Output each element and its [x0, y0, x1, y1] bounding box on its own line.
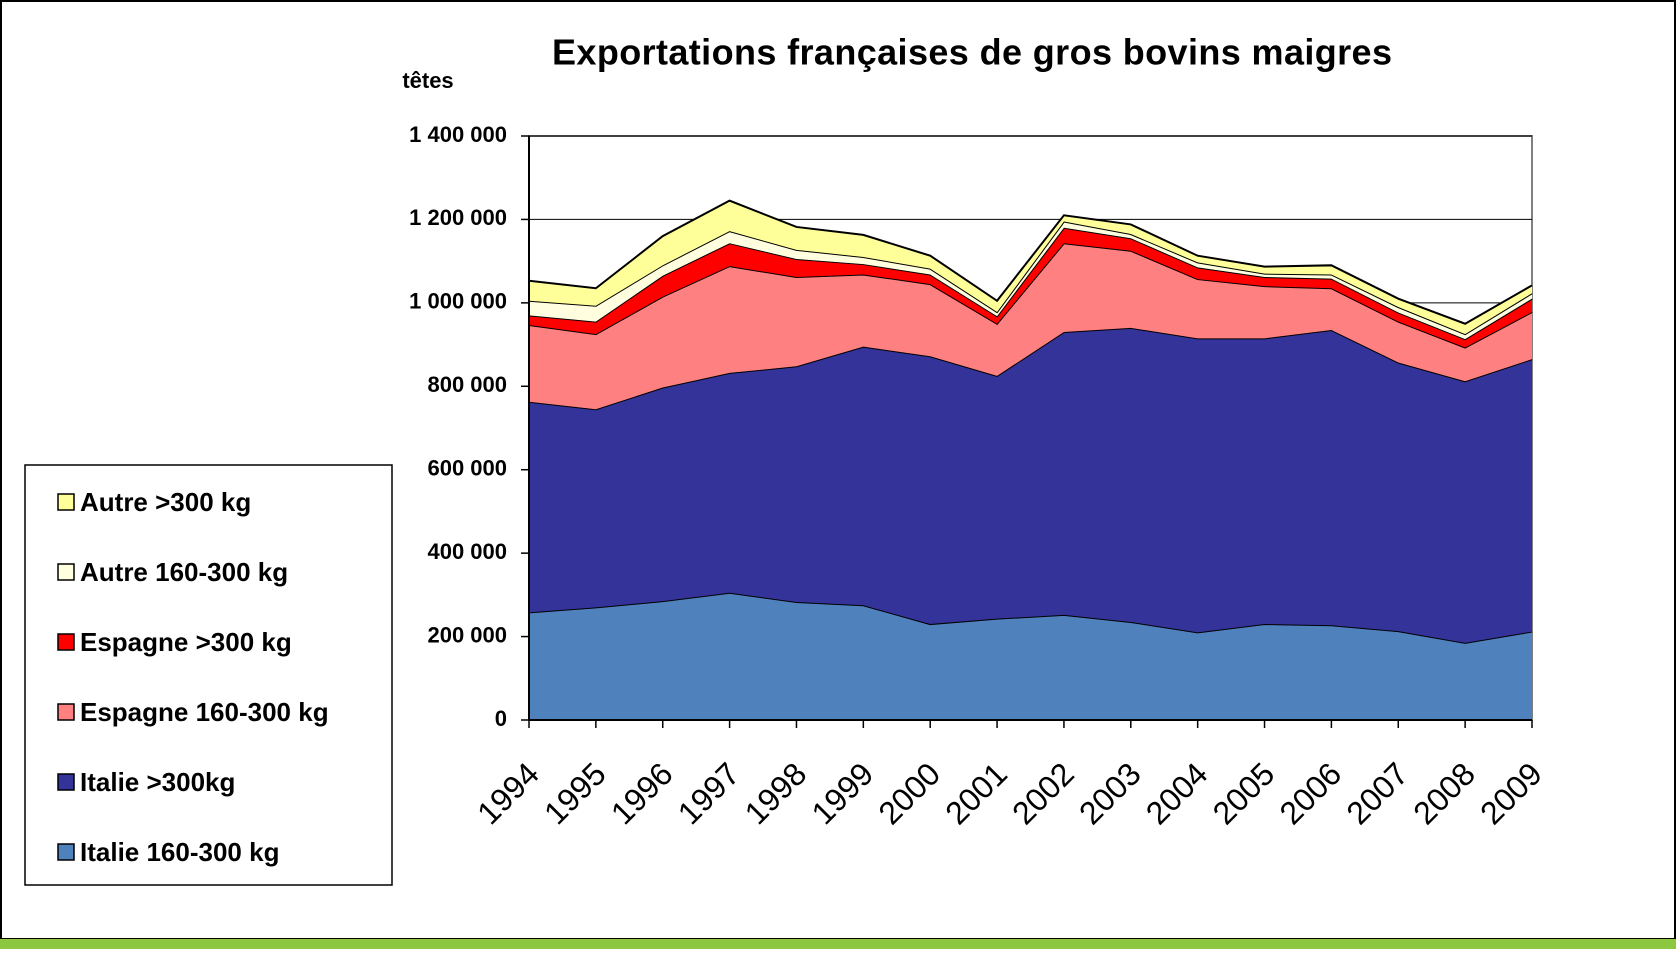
y-tick-label: 200 000 [427, 622, 507, 647]
legend-swatch [57, 843, 75, 861]
area [529, 327, 1532, 643]
legend-label: Espagne 160-300 kg [80, 697, 329, 727]
legend-swatch [57, 633, 75, 651]
legend-swatch [57, 493, 75, 511]
legend-label: Autre 160-300 kg [80, 557, 288, 587]
area [529, 243, 1532, 410]
y-tick-label: 400 000 [427, 539, 507, 564]
area [529, 200, 1532, 335]
legend-swatch [57, 703, 75, 721]
legend-swatch [57, 563, 75, 581]
legend-label: Espagne >300 kg [80, 627, 292, 657]
chart-title: Exportations françaises de gros bovins m… [552, 32, 1392, 73]
legend-swatch [57, 773, 75, 791]
y-tick-label: 1 000 000 [409, 289, 507, 314]
bottom-band [0, 939, 1676, 949]
y-tick-label: 800 000 [427, 372, 507, 397]
y-axis-label: têtes [402, 68, 453, 93]
area-outline [528, 199, 1533, 325]
area [529, 221, 1532, 340]
area [529, 227, 1532, 348]
legend-label: Italie >300kg [80, 767, 235, 797]
y-tick-label: 600 000 [427, 456, 507, 481]
y-tick-label: 0 [495, 706, 507, 731]
legend [24, 464, 393, 886]
legend-label: Autre >300 kg [80, 487, 251, 517]
legend-label: Italie 160-300 kg [80, 837, 279, 867]
y-tick-label: 1 400 000 [409, 122, 507, 147]
y-tick-label: 1 200 000 [409, 205, 507, 230]
